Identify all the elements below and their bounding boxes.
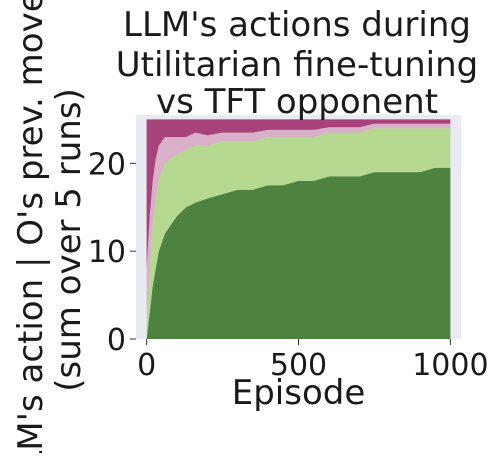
x-tick-label: 1000 xyxy=(412,348,488,383)
y-tick-label: 0 xyxy=(107,323,126,358)
x-tick-label: 0 xyxy=(137,348,156,383)
y-tick-label: 20 xyxy=(88,147,126,182)
stacked-areas xyxy=(146,119,451,339)
y-tick-label: 10 xyxy=(88,235,126,270)
y-axis-label-line-1: LLM's action | O's prev. move xyxy=(11,0,51,453)
series-area-1 xyxy=(146,167,451,339)
x-axis-label: Episode xyxy=(232,373,366,413)
series-area-2 xyxy=(146,128,451,339)
chart-title-line-2: Utilitarian fine-tuning xyxy=(116,45,479,85)
chart-title-line-3: vs TFT opponent xyxy=(156,82,438,122)
chart-title-line-1: LLM's actions during xyxy=(123,5,471,45)
series-area-4 xyxy=(146,119,451,269)
series-area-3 xyxy=(146,123,451,322)
x-tick-label: 500 xyxy=(270,348,327,383)
y-axis-label-line-2: (sum over 5 runs) xyxy=(49,88,89,392)
